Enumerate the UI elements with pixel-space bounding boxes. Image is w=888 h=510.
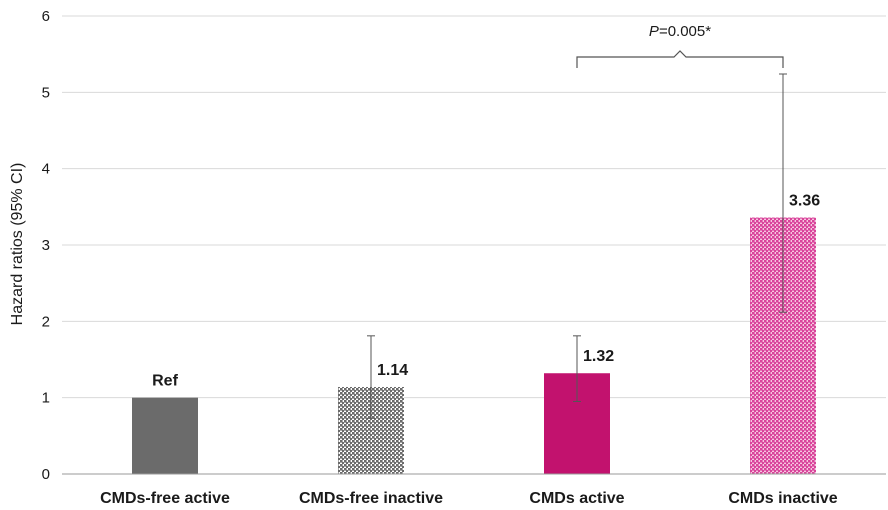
x-tick-label: CMDs inactive (728, 490, 837, 507)
gridlines (62, 15, 886, 399)
p-value-label: P=0.005* (649, 23, 711, 40)
p-value-number: =0.005* (659, 23, 711, 40)
significance-bracket (576, 50, 784, 68)
bar (132, 397, 198, 474)
x-tick-label: CMDs-free active (100, 490, 230, 507)
y-tick-label: 4 (42, 161, 50, 178)
y-tick-label: 2 (42, 313, 50, 330)
y-tick-label: 5 (42, 84, 50, 101)
error-bars (367, 73, 787, 419)
x-tick-label: CMDs active (529, 490, 624, 507)
value-label: 1.14 (377, 362, 408, 379)
y-tick-label: 3 (42, 237, 50, 254)
value-label: 1.32 (583, 348, 614, 365)
y-tick-label: 0 (42, 466, 50, 483)
y-tick-label: 6 (42, 8, 50, 25)
value-label: Ref (152, 373, 178, 390)
x-tick-label: CMDs-free inactive (299, 490, 443, 507)
x-axis-categories: CMDs-free active CMDs-free inactive CMDs a… (100, 490, 838, 507)
p-value-symbol: P (649, 23, 659, 40)
value-labels: Ref 1.14 1.32 3.36 (152, 193, 820, 390)
p-value-annotation: P=0.005* (576, 23, 784, 68)
y-axis-ticks: 0 1 2 3 4 5 6 (42, 8, 50, 483)
y-axis-label: Hazard ratios (95% CI) (9, 163, 26, 326)
y-tick-label: 1 (42, 390, 50, 407)
value-label: 3.36 (789, 193, 820, 210)
bars (132, 217, 816, 474)
